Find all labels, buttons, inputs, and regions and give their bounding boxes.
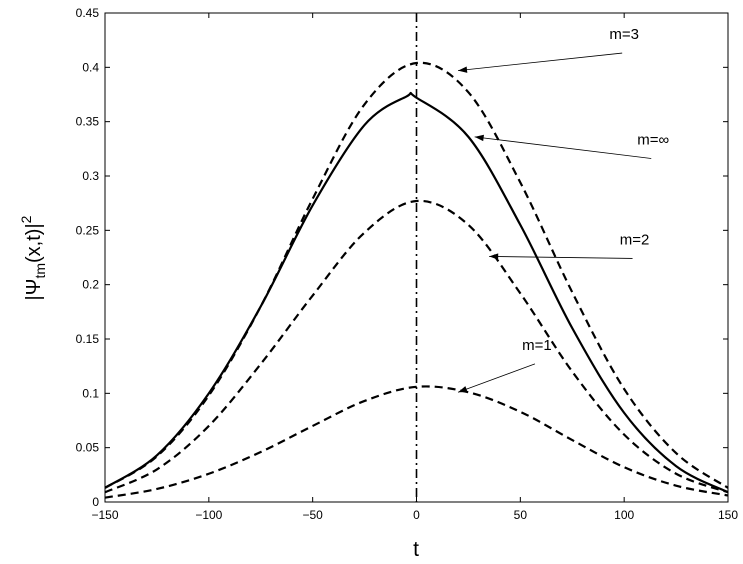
y-axis-title-subscript: tm: [32, 263, 48, 279]
annotation-arrow-m-1: [457, 363, 536, 393]
y-axis-title-main: |Ψ: [23, 279, 45, 301]
annotation-arrow-m-2: [489, 256, 633, 259]
plot-area: [104, 13, 729, 502]
series-line-m-3: [104, 61, 729, 489]
y-tick-label: 0.35: [76, 115, 100, 129]
y-axis-title-rest: (x,t)|: [23, 223, 45, 263]
y-axis-title-superscript: 2: [18, 215, 34, 223]
series-line-m-2: [104, 199, 729, 494]
annotation-label-m-3: m=3: [609, 26, 639, 43]
x-tick-label: −50: [302, 508, 323, 522]
x-tick-label: 100: [614, 508, 634, 522]
x-tick-label: 50: [514, 508, 528, 522]
x-tick-label: 0: [413, 508, 420, 522]
annotation-arrow-m-inf: [474, 136, 652, 159]
y-axis-title: |Ψtm(x,t)|2: [18, 215, 48, 300]
y-tick-label: 0.05: [76, 441, 100, 455]
x-axis-title: t: [413, 538, 419, 561]
annotation-arrowhead-m-1: [458, 386, 468, 393]
y-tick-label: 0.2: [82, 278, 99, 292]
y-tick-label: 0.3: [82, 169, 99, 183]
x-tick-label: −100: [195, 508, 222, 522]
annotation-arrowhead-m-inf: [474, 134, 484, 142]
y-tick-label: 0.4: [82, 60, 99, 74]
plot-frame: [104, 12, 729, 503]
annotation-arrowhead-m-3: [458, 66, 468, 73]
annotations: m=3 m=∞ m=2 m=1: [457, 26, 670, 393]
annotation-label-m-1: m=1: [522, 337, 552, 354]
y-tick-label: 0: [92, 495, 99, 509]
annotation-arrowhead-m-2: [489, 253, 499, 260]
annotation-arrow-m-3: [457, 52, 623, 71]
svg-text:|Ψtm(x,t)|2: |Ψtm(x,t)|2: [18, 215, 48, 300]
annotation-label-m-2: m=2: [620, 231, 650, 248]
y-tick-label: 0.1: [82, 386, 99, 400]
y-tick-label: 0.25: [76, 223, 100, 237]
y-tick-label: 0.15: [76, 332, 100, 346]
series-line-m-inf: [104, 91, 729, 494]
annotation-label-m-inf: m=∞: [637, 131, 669, 148]
series-line-m-1: [104, 385, 729, 499]
x-tick-label: −150: [91, 508, 118, 522]
y-tick-label: 0.45: [76, 6, 100, 20]
x-tick-label: 150: [718, 508, 738, 522]
axis-ticks: −150 −100 −50 0 50 100 150 0 0.05 0.1 0.15 0.2 0.25 0…: [76, 6, 739, 522]
